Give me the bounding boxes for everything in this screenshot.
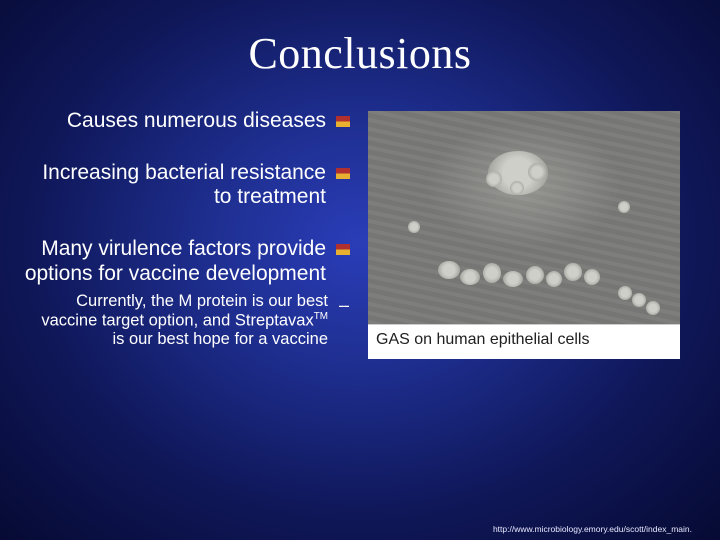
sub-text-pre: Currently, the M protein is our best vac… xyxy=(41,292,328,329)
square-bullet-icon xyxy=(336,168,350,179)
square-bullet-icon xyxy=(336,116,350,127)
dash-bullet-icon: – xyxy=(338,295,350,316)
figure-image xyxy=(368,111,680,325)
bullet-item: Many virulence factors provide options f… xyxy=(20,237,350,285)
bullet-text: Increasing bacterial resistance to treat… xyxy=(20,161,326,209)
bullet-list: Causes numerous diseases Increasing bact… xyxy=(20,109,360,369)
tm-superscript: TM xyxy=(314,311,328,322)
square-bullet-icon xyxy=(336,244,350,255)
figure-frame: GAS on human epithelial cells xyxy=(368,111,680,359)
source-url: http://www.microbiology.emory.edu/scott/… xyxy=(493,524,692,534)
bullet-item: Increasing bacterial resistance to treat… xyxy=(20,161,350,209)
sub-bullet-text: Currently, the M protein is our best vac… xyxy=(40,292,328,349)
bullet-item: Causes numerous diseases xyxy=(20,109,350,133)
bullet-text: Many virulence factors provide options f… xyxy=(20,237,326,285)
figure-column: GAS on human epithelial cells xyxy=(360,109,700,369)
figure-caption: GAS on human epithelial cells xyxy=(368,325,680,359)
bullet-text: Causes numerous diseases xyxy=(20,109,326,133)
content-row: Causes numerous diseases Increasing bact… xyxy=(0,89,720,369)
sub-text-post: is our best hope for a vaccine xyxy=(112,330,328,348)
sub-bullet-item: Currently, the M protein is our best vac… xyxy=(20,292,350,349)
slide-title: Conclusions xyxy=(0,0,720,89)
